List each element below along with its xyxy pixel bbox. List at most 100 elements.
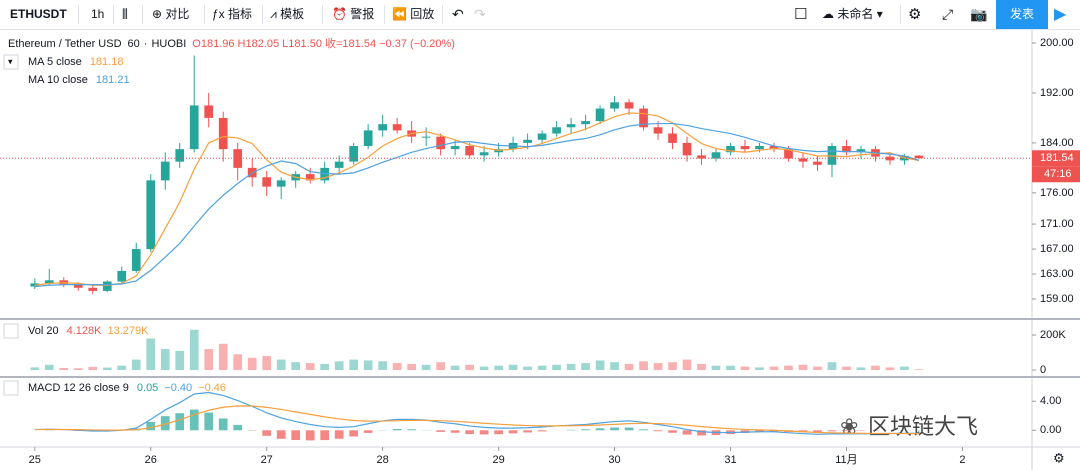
volume-bar bbox=[653, 363, 663, 371]
x-tick-label: 30 bbox=[608, 454, 620, 466]
candle-body bbox=[305, 174, 315, 181]
x-tick-label: 29 bbox=[492, 454, 504, 466]
replay-button[interactable]: ⏪ 回放 bbox=[392, 7, 435, 21]
name: MA 5 close bbox=[28, 56, 82, 68]
volume-bar bbox=[218, 343, 228, 371]
candle-body bbox=[189, 105, 199, 150]
label: 模板 bbox=[280, 7, 305, 21]
volume-bar bbox=[726, 365, 735, 371]
chart: Ethereum / Tether USD 60 · HUOBI O181.96 H18… bbox=[0, 30, 1080, 470]
undo[interactable]: ↶ bbox=[452, 6, 464, 22]
play[interactable]: ▶ bbox=[1054, 6, 1067, 23]
candle-body bbox=[131, 249, 141, 271]
candle-body bbox=[595, 108, 605, 122]
volume-bar bbox=[552, 364, 561, 371]
candle-body bbox=[88, 287, 98, 291]
volume-bar bbox=[334, 361, 344, 371]
volume-bar bbox=[494, 365, 503, 371]
candle-body bbox=[450, 146, 460, 150]
volume-bar bbox=[146, 338, 156, 371]
volume-bar bbox=[44, 364, 54, 371]
candle-body bbox=[276, 180, 286, 187]
layout-name[interactable]: ☁ 未命名 ▾ bbox=[822, 7, 883, 21]
macd-histogram bbox=[349, 430, 359, 437]
candle-body bbox=[769, 146, 779, 150]
collapse[interactable] bbox=[3, 54, 19, 70]
settings[interactable]: ⚙ bbox=[908, 6, 922, 23]
layout-toggle[interactable]: ☐ bbox=[794, 6, 808, 23]
value: 181.21 bbox=[96, 74, 130, 86]
volume-bar bbox=[392, 363, 402, 371]
ohlc: O181.96 H182.05 L181.50 收=181.54 −0.37 (… bbox=[192, 36, 455, 50]
settings[interactable]: ⚙ bbox=[1053, 450, 1065, 465]
candle-body bbox=[566, 124, 576, 128]
volume-bar bbox=[189, 329, 199, 371]
macd-histogram bbox=[407, 429, 416, 431]
volume-bar bbox=[537, 365, 547, 371]
symbol[interactable]: ETHUSDT bbox=[10, 7, 67, 21]
indicators-button[interactable]: ƒx 指标 bbox=[212, 7, 253, 21]
candle-body bbox=[523, 139, 532, 143]
volume-bar bbox=[813, 366, 822, 371]
macd-histogram bbox=[146, 422, 156, 431]
volume-bar bbox=[508, 364, 518, 371]
macd-histogram bbox=[450, 430, 460, 433]
macd-histogram bbox=[682, 430, 692, 435]
volume-bar bbox=[711, 365, 721, 371]
macd-histogram bbox=[581, 429, 590, 431]
compare-button[interactable]: ⊕ 对比 bbox=[152, 7, 190, 21]
volume-bar bbox=[450, 365, 460, 371]
toolbar: ETHUSDT 1h ⫴ ⊕ 对比 ƒx 指标 ⩘ 模板 ⏰ 警报 ⏪ 回放 ↶… bbox=[0, 0, 1080, 30]
interval[interactable]: 1h bbox=[91, 7, 105, 21]
candle-body bbox=[363, 130, 373, 147]
templates-button[interactable]: ⩘ 模板 bbox=[270, 7, 305, 21]
ma-line bbox=[34, 112, 920, 286]
alert-button[interactable]: ⏰ 警报 bbox=[332, 7, 375, 21]
macd-histogram bbox=[465, 430, 474, 434]
x-tick-label: 11月 bbox=[835, 454, 857, 466]
y-tick-label: 192.00 bbox=[1040, 87, 1074, 99]
candle-body bbox=[827, 146, 837, 165]
volume-bar bbox=[117, 365, 127, 371]
volume-bar bbox=[59, 367, 69, 371]
volume-bar bbox=[784, 365, 793, 371]
x-tick-label: 26 bbox=[145, 454, 157, 466]
volume-bar bbox=[769, 366, 779, 371]
name: MA 10 close bbox=[28, 74, 88, 86]
exchange: HUOBI bbox=[151, 38, 186, 50]
volume-bar bbox=[363, 360, 373, 371]
x-tick-label: 28 bbox=[377, 454, 389, 466]
candle-body bbox=[653, 127, 663, 134]
candle-body bbox=[682, 142, 692, 156]
volume-bar bbox=[262, 356, 272, 371]
collapse[interactable] bbox=[3, 380, 19, 396]
x-tick-label: 31 bbox=[724, 454, 736, 466]
candle-body bbox=[334, 161, 344, 168]
snapshot[interactable]: 📷 bbox=[970, 6, 988, 22]
macd-histogram bbox=[697, 430, 706, 436]
label: 回放 bbox=[410, 7, 435, 21]
volume-bar bbox=[595, 360, 605, 371]
fullscreen[interactable]: ⤢ bbox=[942, 6, 954, 22]
volume-bar bbox=[581, 363, 590, 371]
volume-bar bbox=[566, 363, 576, 371]
volume-bar bbox=[247, 357, 257, 371]
candle-body bbox=[117, 270, 127, 282]
value: 13.279K bbox=[107, 325, 149, 337]
volume-bar bbox=[842, 366, 851, 371]
volume-bar bbox=[885, 367, 895, 371]
y-tick-label: 0.00 bbox=[1040, 424, 1061, 436]
collapse[interactable] bbox=[3, 323, 19, 339]
volume-bar bbox=[291, 362, 301, 371]
candle-body bbox=[798, 158, 808, 162]
dot: · bbox=[144, 38, 148, 50]
volume-bar bbox=[624, 363, 634, 371]
countdown-label: 47:16 bbox=[1044, 168, 1072, 180]
macd-histogram bbox=[479, 430, 489, 435]
y-tick-label: 0 bbox=[1040, 364, 1046, 376]
chart-style[interactable]: ⫴ bbox=[122, 6, 128, 22]
redo[interactable]: ↷ bbox=[474, 6, 486, 22]
publish-button[interactable]: 发表 bbox=[996, 0, 1048, 29]
y-tick-label: 4.00 bbox=[1040, 395, 1061, 407]
volume-bar bbox=[131, 359, 141, 371]
